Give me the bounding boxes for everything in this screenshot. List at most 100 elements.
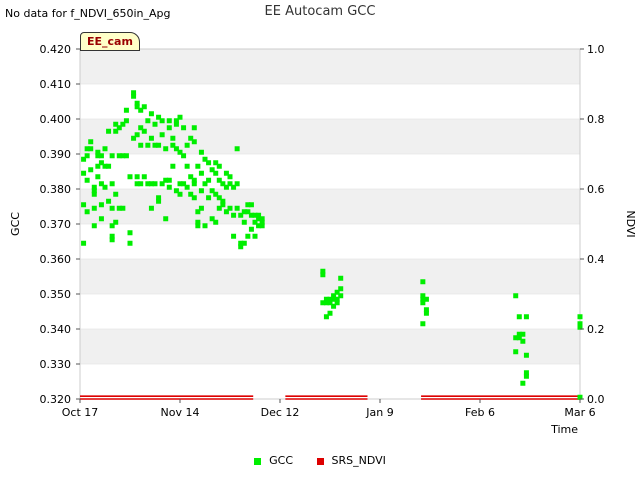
- gcc-point: [138, 107, 144, 113]
- gcc-point: [116, 205, 122, 211]
- gcc-point: [109, 153, 115, 159]
- gcc-point: [238, 212, 244, 218]
- gcc-point: [420, 321, 426, 327]
- gcc-point: [102, 163, 108, 169]
- gcc-point: [198, 188, 204, 194]
- gcc-point: [141, 104, 147, 110]
- x-tick-label: Oct 17: [62, 406, 99, 419]
- gcc-point: [95, 149, 101, 155]
- gcc-point: [423, 310, 429, 316]
- gcc-point: [134, 181, 140, 187]
- gcc-point: [102, 184, 108, 190]
- gcc-point: [177, 191, 183, 197]
- gcc-point: [213, 219, 219, 225]
- gcc-point: [338, 293, 344, 299]
- legend-swatch-ndvi: [316, 457, 324, 465]
- gcc-point: [106, 198, 112, 204]
- gcc-point: [127, 240, 133, 246]
- gcc-point: [120, 121, 126, 127]
- gcc-point: [148, 205, 154, 211]
- gcc-point: [95, 163, 101, 169]
- gcc-point: [252, 219, 258, 225]
- gcc-point: [181, 181, 187, 187]
- gcc-point: [209, 216, 215, 222]
- gcc-point: [338, 275, 344, 281]
- gcc-point: [209, 188, 215, 194]
- gcc-point: [91, 223, 97, 229]
- y-tick-label: 0.340: [40, 323, 72, 336]
- gcc-point: [195, 223, 201, 229]
- gcc-point: [116, 153, 122, 159]
- gcc-point: [188, 135, 194, 141]
- gcc-point: [177, 114, 183, 120]
- gcc-point: [195, 219, 201, 225]
- ndvi-series: [80, 395, 580, 400]
- chart-title: EE Autocam GCC: [264, 4, 376, 19]
- gcc-point: [338, 286, 344, 292]
- gcc-point: [134, 104, 140, 110]
- gcc-point: [231, 233, 237, 239]
- gcc-point: [423, 296, 429, 302]
- gcc-point: [227, 205, 233, 211]
- gcc-point: [98, 160, 104, 166]
- gcc-point: [145, 181, 151, 187]
- background-band: [80, 329, 580, 364]
- gcc-point: [191, 125, 197, 131]
- gcc-point: [156, 142, 162, 148]
- gcc-point: [327, 296, 333, 302]
- gcc-point: [109, 181, 115, 187]
- gcc-point: [81, 156, 87, 162]
- gcc-point: [88, 146, 94, 152]
- gcc-point: [320, 272, 326, 278]
- gcc-point: [95, 153, 101, 159]
- gcc-point: [523, 370, 529, 376]
- gcc-point: [95, 174, 101, 180]
- gcc-point: [202, 156, 208, 162]
- gcc-point: [159, 181, 165, 187]
- y2-tick-label: 1.0: [587, 43, 605, 56]
- gcc-point: [241, 209, 247, 215]
- y-tick-label: 0.350: [40, 288, 72, 301]
- gcc-point: [206, 177, 212, 183]
- gcc-point: [152, 181, 158, 187]
- x-tick-label: Jan 9: [365, 406, 393, 419]
- gcc-point: [191, 139, 197, 145]
- gcc-point: [520, 331, 526, 337]
- gcc-point: [248, 226, 254, 232]
- gcc-point: [220, 202, 226, 208]
- gcc-point: [113, 219, 119, 225]
- legend-item-gcc[interactable]: GCC: [254, 454, 293, 467]
- gcc-point: [259, 216, 265, 222]
- gcc-point: [206, 195, 212, 201]
- gcc-point: [120, 205, 126, 211]
- gcc-point: [191, 181, 197, 187]
- legend-item-ndvi[interactable]: SRS_NDVI: [316, 454, 386, 467]
- gcc-point: [523, 352, 529, 358]
- y2-axis-label: NDVI: [624, 210, 637, 237]
- gcc-point: [245, 202, 251, 208]
- gcc-point: [181, 125, 187, 131]
- gcc-point: [241, 219, 247, 225]
- gcc-point: [123, 118, 129, 124]
- gcc-point: [231, 212, 237, 218]
- gcc-point: [216, 205, 222, 211]
- gcc-point: [188, 191, 194, 197]
- gcc-point: [238, 244, 244, 250]
- site-badge: EE_cam: [80, 32, 140, 51]
- gcc-point: [170, 135, 176, 141]
- gcc-point: [84, 209, 90, 215]
- gcc-point: [516, 335, 522, 341]
- gcc-point: [223, 209, 229, 215]
- gcc-point: [223, 170, 229, 176]
- gcc-point: [191, 177, 197, 183]
- gcc-point: [98, 181, 104, 187]
- gcc-point: [123, 107, 129, 113]
- gcc-point: [202, 223, 208, 229]
- gcc-point: [177, 181, 183, 187]
- x-tick-label: Nov 14: [161, 406, 200, 419]
- gcc-point: [102, 146, 108, 152]
- gcc-point: [216, 177, 222, 183]
- gcc-point: [216, 163, 222, 169]
- gcc-point: [323, 300, 329, 306]
- gcc-point: [513, 335, 519, 341]
